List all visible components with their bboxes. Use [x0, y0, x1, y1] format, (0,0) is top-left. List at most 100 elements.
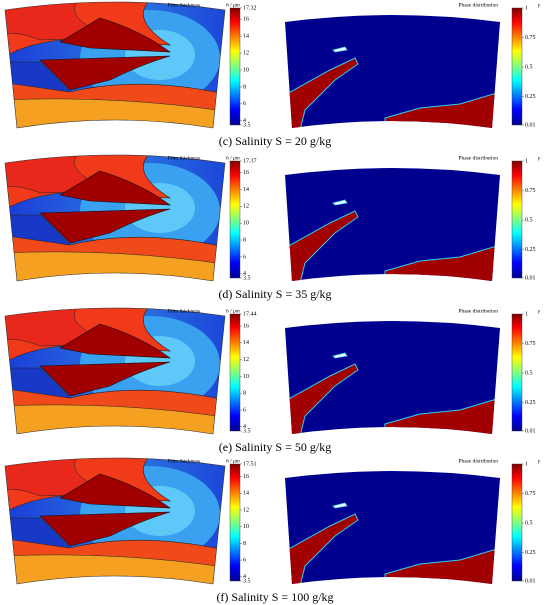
colorbar-tick-label: 10 [243, 524, 249, 530]
colorbar-tick-label: 1 [525, 311, 528, 317]
colorbar-tick-label: 3.5 [243, 122, 251, 128]
liquid-bottom [384, 91, 500, 128]
colorbar-tick-label: 0.01 [525, 122, 536, 128]
colorbar-tick-label: 3.5 [243, 428, 251, 434]
plot-outline [4, 457, 226, 585]
colorbar-tick-label: 14 [243, 33, 249, 39]
film-thickness-plot [5, 458, 225, 584]
film-thickness-colorbar [229, 313, 241, 432]
colorbar-tick-label: 4 [243, 424, 246, 430]
lower-blue [5, 367, 71, 399]
phase-colorbar-symbol: γ [538, 155, 541, 161]
film-thickness-plot [5, 2, 225, 128]
colorbar-tick-label: 0.25 [525, 400, 536, 406]
phase-plot [285, 321, 500, 434]
colorbar-tick-label: 0.25 [525, 550, 536, 556]
phase-colorbar-title: Phase distribution [458, 155, 498, 161]
colorbar-tick-label: 16 [243, 17, 249, 23]
phase-colorbar-title: Phase distribution [458, 308, 498, 314]
colorbar-tick-label: 1 [525, 461, 528, 467]
colorbar-tick-label: 0.25 [525, 94, 536, 100]
phase-colorbar-symbol: γ [538, 308, 541, 314]
liquid-bottom [384, 397, 500, 434]
film-thickness-colorbar-symbol: h / μm [226, 458, 240, 464]
colorbar-tick-label: 1 [525, 158, 528, 164]
colorbar-tick-label: 16 [243, 170, 249, 176]
caption: (d) Salinity S = 35 g/kg [218, 287, 331, 301]
wedge-bottom [39, 361, 171, 397]
film-thickness-colorbar-symbol: h / μm [226, 2, 240, 8]
phase-colorbar [511, 160, 523, 279]
lower-band-outer [5, 251, 225, 281]
colorbar-tick-label: 0.5 [525, 64, 533, 70]
droplet [332, 352, 348, 359]
plot-outline [4, 154, 226, 282]
colorbar-tick-label: 0.75 [525, 341, 536, 347]
colorbar-tick-label: 0.5 [525, 217, 533, 223]
colorbar-tick-label: 0.75 [525, 188, 536, 194]
film-thickness-colorbar-title: Film thickness [168, 155, 200, 161]
liquid-band [285, 57, 359, 128]
colorbar-tick-label: 0.75 [525, 35, 536, 41]
colorbar-tick-label: 10 [243, 374, 249, 380]
film-thickness-colorbar-symbol: h / μm [226, 155, 240, 161]
wedge-top [59, 170, 171, 206]
phase-plot [285, 15, 500, 128]
caption: (c) Salinity S = 20 g/kg [219, 134, 331, 148]
film-thickness-colorbar-title: Film thickness [168, 308, 200, 314]
colorbar-tick-label: 17.37 [243, 158, 257, 164]
lower-band-outer [5, 554, 225, 584]
film-thickness-colorbar [229, 7, 241, 126]
colorbar-tick-label: 12 [243, 507, 249, 513]
droplet [332, 199, 348, 206]
lower-band-outer [5, 404, 225, 434]
colorbar-tick-label: 17.51 [243, 461, 257, 467]
film-thickness-colorbar-symbol: h / μm [226, 308, 240, 314]
colorbar-tick-label: 4 [243, 118, 246, 124]
colorbar-tick-label: 6 [243, 254, 246, 260]
colorbar-tick-label: 0.75 [525, 491, 536, 497]
plot-outline [4, 307, 226, 435]
phase-colorbar-title: Phase distribution [458, 458, 498, 464]
colorbar-tick-label: 16 [243, 323, 249, 329]
colorbar-tick-label: 4 [243, 574, 246, 580]
film-thickness-colorbar-title: Film thickness [168, 2, 200, 8]
colorbar-tick-label: 6 [243, 557, 246, 563]
phase-colorbar-symbol: γ [538, 458, 541, 464]
phase-colorbar [511, 463, 523, 582]
phase-plot [285, 168, 500, 281]
colorbar-tick-label: 8 [243, 541, 246, 547]
colorbar-tick-label: 4 [243, 271, 246, 277]
droplet [332, 46, 348, 53]
film-thickness-colorbar-title: Film thickness [168, 458, 200, 464]
liquid-band [285, 363, 359, 434]
wedge-top [59, 473, 171, 509]
colorbar-tick-label: 12 [243, 357, 249, 363]
colorbar-tick-label: 0.5 [525, 370, 533, 376]
wedge-top [59, 17, 171, 53]
caption: (f) Salinity S = 100 g/kg [216, 590, 333, 604]
liquid-band [285, 210, 359, 281]
plot-outline [4, 1, 226, 129]
colorbar-tick-label: 12 [243, 50, 249, 56]
wedge-top [59, 323, 171, 359]
film-thickness-colorbar [229, 160, 241, 279]
colorbar-tick-label: 8 [243, 237, 246, 243]
lower-blue [5, 61, 71, 93]
colorbar-tick-label: 0.5 [525, 520, 533, 526]
colorbar-tick-label: 3.5 [243, 578, 251, 584]
liquid-bottom [384, 244, 500, 281]
colorbar-tick-label: 8 [243, 84, 246, 90]
colorbar-tick-label: 10 [243, 67, 249, 73]
colorbar-tick-label: 6 [243, 407, 246, 413]
phase-plot [285, 471, 500, 584]
caption: (e) Salinity S = 50 g/kg [219, 440, 331, 454]
phase-colorbar-symbol: γ [538, 2, 541, 8]
colorbar-tick-label: 0.01 [525, 275, 536, 281]
colorbar-tick-label: 0.01 [525, 578, 536, 584]
lower-blue [5, 517, 71, 549]
